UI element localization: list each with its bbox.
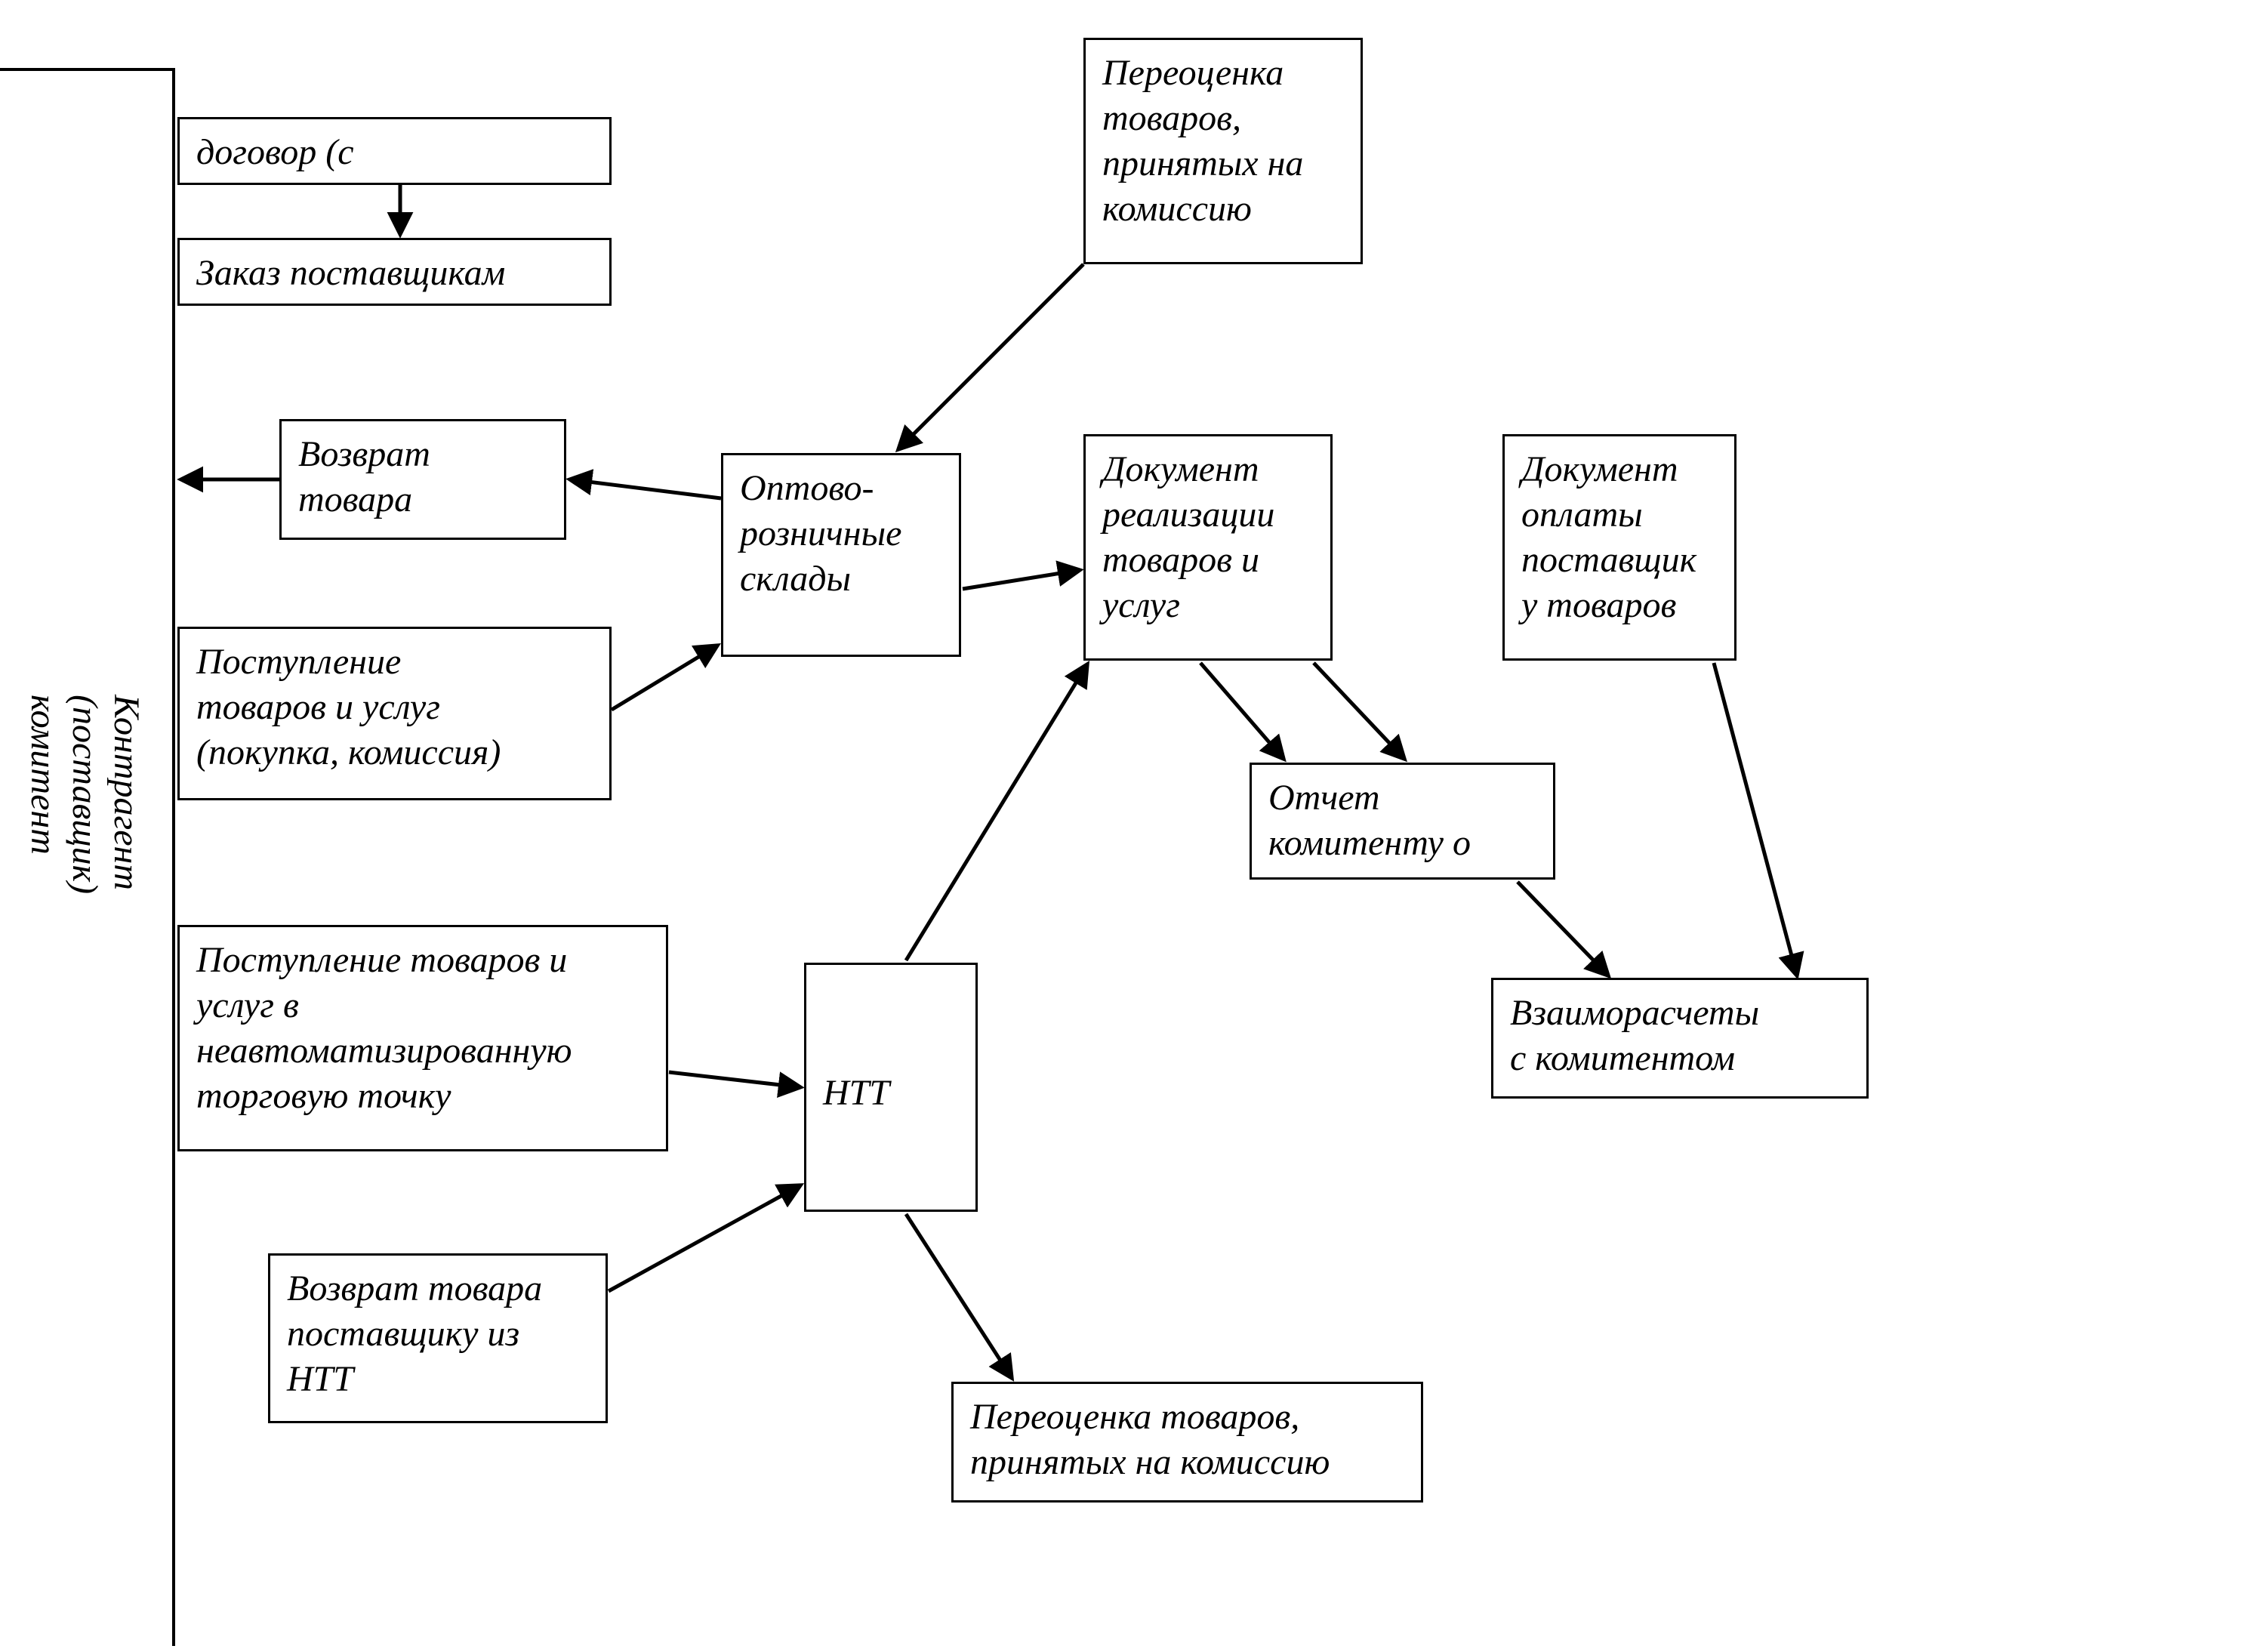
edge-realizacia-otchet_r [1314, 663, 1404, 759]
node-dogovor: договор (с [177, 117, 612, 185]
node-ntt: НТТ [804, 963, 978, 1212]
edge-realizacia-otchet_l [1200, 663, 1284, 759]
node-postuplenie: Поступление товаров и услуг (покупка, ко… [177, 627, 612, 800]
node-vozvrat_ntt: Возврат товара поставщику из НТТ [268, 1253, 608, 1423]
node-pereocenka_bot: Переоценка товаров, принятых на комиссию [951, 1382, 1423, 1503]
node-otchet: Отчет комитенту о [1250, 763, 1555, 880]
edge-sklady-realizacia [963, 570, 1080, 589]
node-vzaimo: Взаиморасчеты с комитентом [1491, 978, 1869, 1099]
node-zakaz: Заказ поставщикам [177, 238, 612, 306]
edge-vozvrat_ntt-ntt [609, 1185, 800, 1291]
node-realizacia: Документ реализации товаров и услуг [1083, 434, 1333, 661]
edge-oplata-vzaimo [1714, 663, 1797, 975]
edge-otchet-vzaimo [1518, 882, 1608, 975]
edge-pereocenka_top-sklady [898, 264, 1083, 449]
node-postuplenie_ntt: Поступление товаров и услуг в неавтомати… [177, 925, 668, 1151]
edge-sklady-vozvrat [570, 479, 721, 498]
node-vozvrat: Возврат товара [279, 419, 566, 540]
edge-ntt-realizacia [906, 664, 1087, 960]
node-oplata: Документ оплаты поставщик у товаров [1502, 434, 1736, 661]
node-pereocenka_top: Переоценка товаров, принятых на комиссию [1083, 38, 1363, 264]
node-sklady: Оптово- розничные склады [721, 453, 961, 657]
edge-postuplenie-sklady [612, 646, 717, 710]
diagram-canvas: договор (с Заказ поставщикам Переоценка то… [0, 0, 2265, 1652]
edge-postuplenie_ntt-ntt [669, 1072, 800, 1087]
edge-ntt-pereocenka_bot [906, 1214, 1012, 1378]
kontragent-label: Контрагент (поставщик) комитент [23, 695, 147, 894]
